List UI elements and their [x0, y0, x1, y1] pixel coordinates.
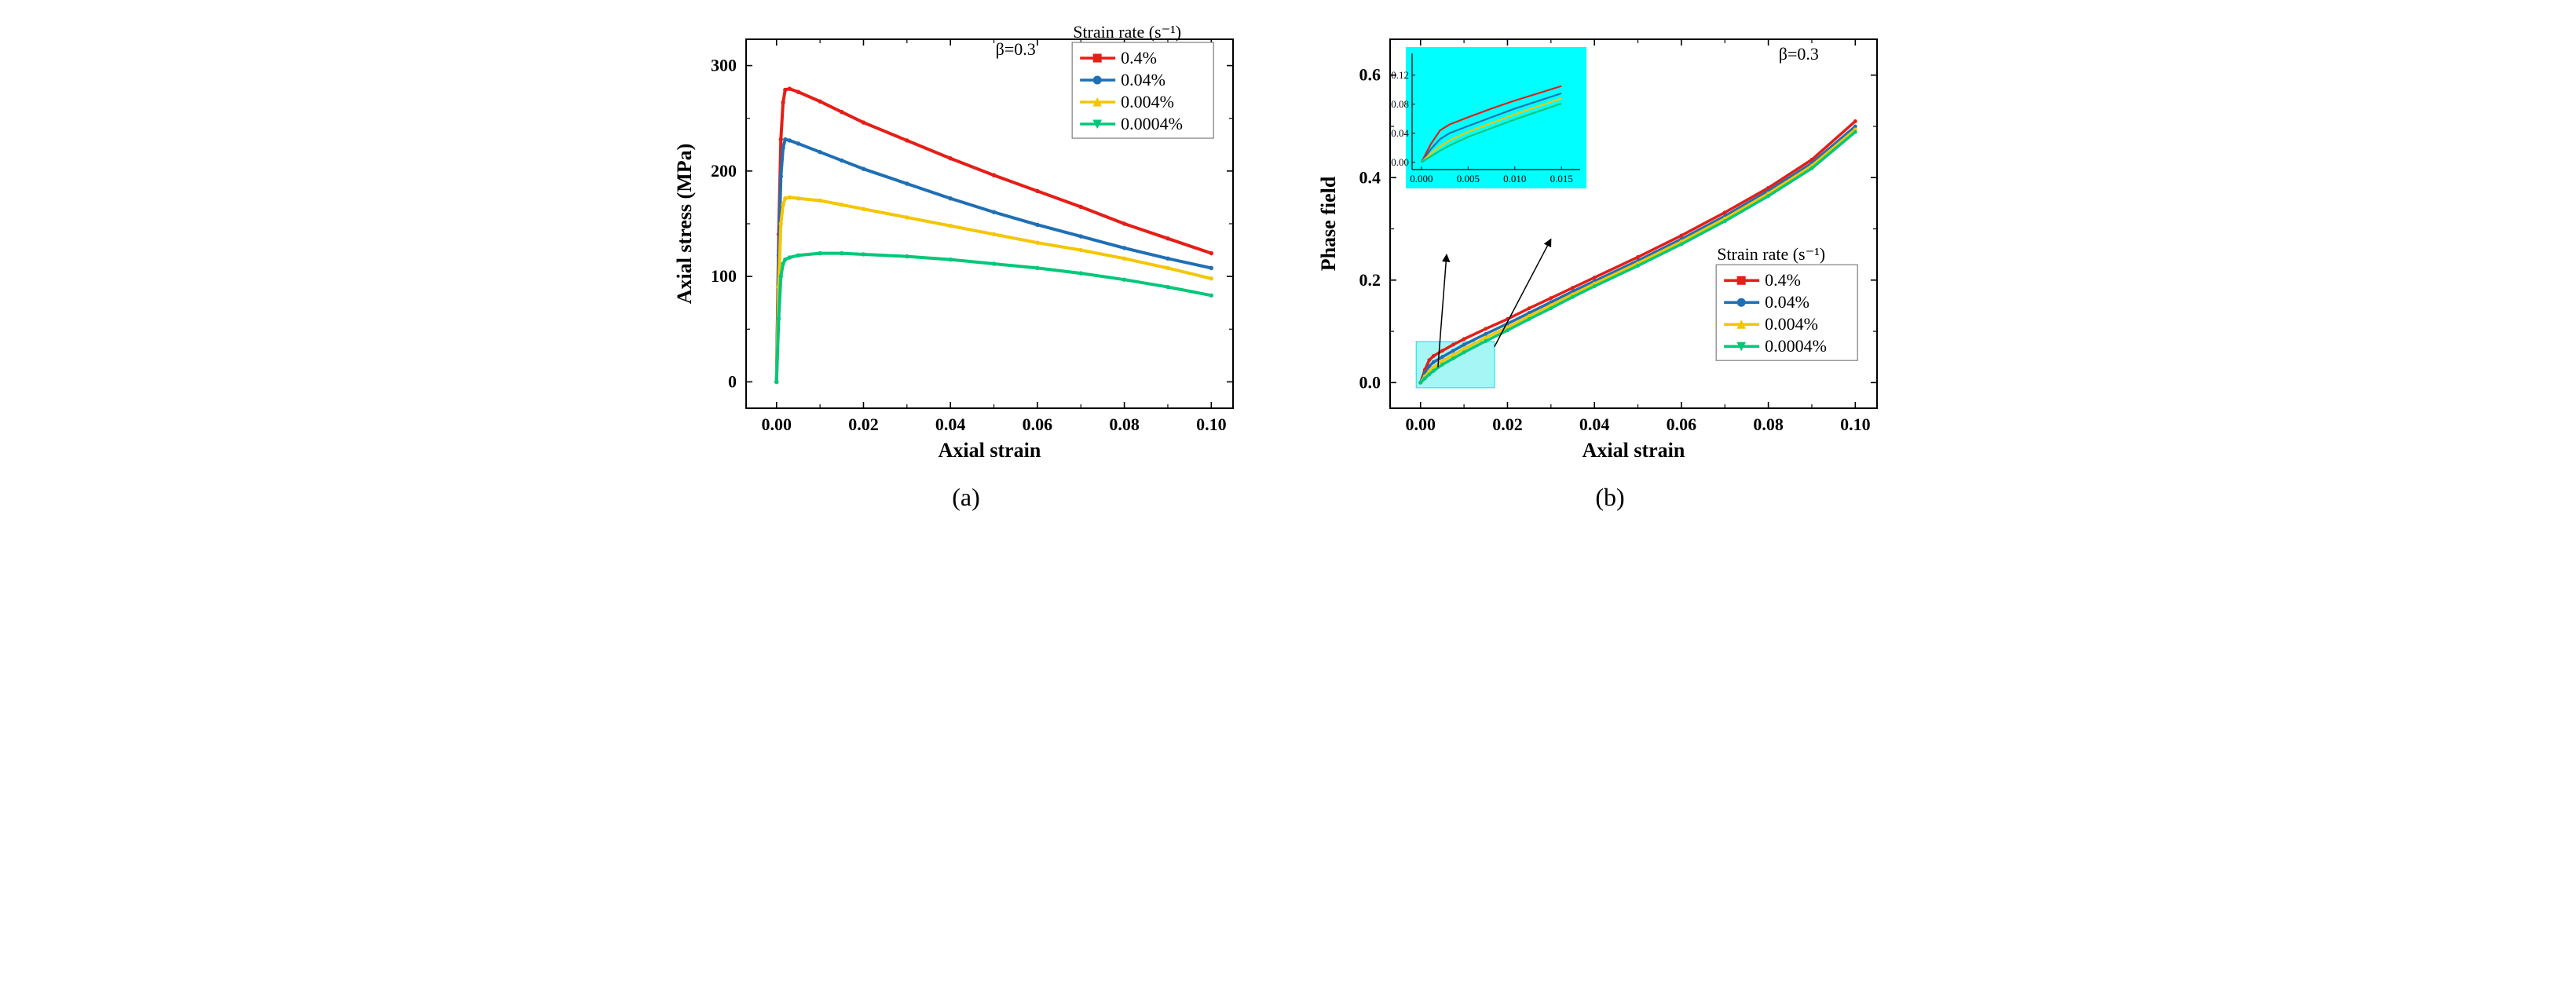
- svg-text:0.10: 0.10: [1840, 415, 1871, 434]
- svg-text:0: 0: [728, 371, 737, 391]
- panel-b: 0.00 0.02 0.04 0.06 0.08 0.10 0.0 0.2 0.4 0.6 Axia…: [1304, 16, 1916, 512]
- panel-a-plot: 0.00 0.02 0.04 0.06 0.08 0.10 0 100 200 300 Axial …: [660, 16, 1272, 475]
- panel-a-caption: (a): [952, 483, 980, 512]
- svg-text:300: 300: [711, 56, 737, 75]
- figure-container: 0.00 0.02 0.04 0.06 0.08 0.10 0 100 200 300 Axial …: [16, 16, 2560, 512]
- svg-text:0.010: 0.010: [1503, 173, 1526, 184]
- legend: Strain rate (s⁻¹) 0.4%0.04%0.004%0.0004%: [1716, 244, 1857, 360]
- legend-title: Strain rate (s⁻¹): [1717, 244, 1825, 264]
- annotation-beta: β=0.3: [1779, 44, 1819, 64]
- svg-text:0.2: 0.2: [1359, 270, 1381, 290]
- svg-text:100: 100: [711, 266, 737, 286]
- svg-text:0.00: 0.00: [1406, 415, 1436, 434]
- svg-text:0.08: 0.08: [1753, 415, 1784, 434]
- panel-b-plot: 0.00 0.02 0.04 0.06 0.08 0.10 0.0 0.2 0.4 0.6 Axia…: [1304, 16, 1916, 475]
- legend-item-label: 0.04%: [1765, 292, 1809, 312]
- legend-title: Strain rate (s⁻¹): [1073, 22, 1181, 42]
- svg-text:0.00: 0.00: [1391, 156, 1409, 168]
- callout-arrow: [1495, 239, 1551, 347]
- legend-item-label: 0.4%: [1765, 270, 1801, 290]
- svg-text:0.04: 0.04: [1579, 415, 1609, 434]
- x-axis-label: Axial strain: [1583, 439, 1685, 462]
- panel-b-svg: 0.00 0.02 0.04 0.06 0.08 0.10 0.0 0.2 0.4 0.6 Axia…: [1304, 16, 1916, 471]
- svg-text:0.00: 0.00: [762, 415, 792, 434]
- svg-text:0.015: 0.015: [1550, 173, 1573, 184]
- svg-text:0.005: 0.005: [1457, 173, 1480, 184]
- svg-text:0.02: 0.02: [1492, 415, 1523, 434]
- legend-item-label: 0.004%: [1765, 314, 1818, 334]
- y-axis-label: Phase field: [1317, 176, 1340, 271]
- svg-text:0.04: 0.04: [1391, 127, 1409, 139]
- svg-text:0.4: 0.4: [1359, 167, 1381, 187]
- svg-text:200: 200: [711, 161, 737, 181]
- annotation-beta: β=0.3: [996, 39, 1036, 59]
- svg-text:0.0: 0.0: [1359, 372, 1381, 392]
- svg-text:0.06: 0.06: [1023, 415, 1053, 434]
- legend-item-label: 0.004%: [1121, 92, 1174, 111]
- legend-item-label: 0.0004%: [1121, 114, 1183, 133]
- series-line: [777, 197, 1212, 382]
- legend-item-label: 0.04%: [1121, 70, 1165, 89]
- inset-plot: 0.000 0.005 0.010 0.015 0.00 0.04 0.08 0.12: [1391, 47, 1586, 188]
- legend-item-label: 0.0004%: [1765, 336, 1827, 356]
- y-axis-label: Axial stress (MPa): [673, 144, 696, 305]
- svg-text:0.000: 0.000: [1410, 173, 1433, 184]
- svg-text:0.02: 0.02: [848, 415, 879, 434]
- svg-text:0.08: 0.08: [1109, 415, 1140, 434]
- svg-text:0.06: 0.06: [1667, 415, 1697, 434]
- svg-text:0.6: 0.6: [1359, 65, 1381, 85]
- panel-a-svg: 0.00 0.02 0.04 0.06 0.08 0.10 0 100 200 300 Axial …: [660, 16, 1272, 471]
- legend-item-label: 0.4%: [1121, 48, 1157, 68]
- svg-text:0.12: 0.12: [1391, 69, 1409, 81]
- series-line: [777, 254, 1212, 382]
- svg-text:0.08: 0.08: [1391, 98, 1409, 110]
- svg-text:0.04: 0.04: [935, 415, 966, 434]
- x-axis-label: Axial strain: [939, 439, 1041, 462]
- panel-a: 0.00 0.02 0.04 0.06 0.08 0.10 0 100 200 300 Axial …: [660, 16, 1272, 512]
- svg-text:0.10: 0.10: [1196, 415, 1227, 434]
- panel-b-caption: (b): [1595, 483, 1624, 512]
